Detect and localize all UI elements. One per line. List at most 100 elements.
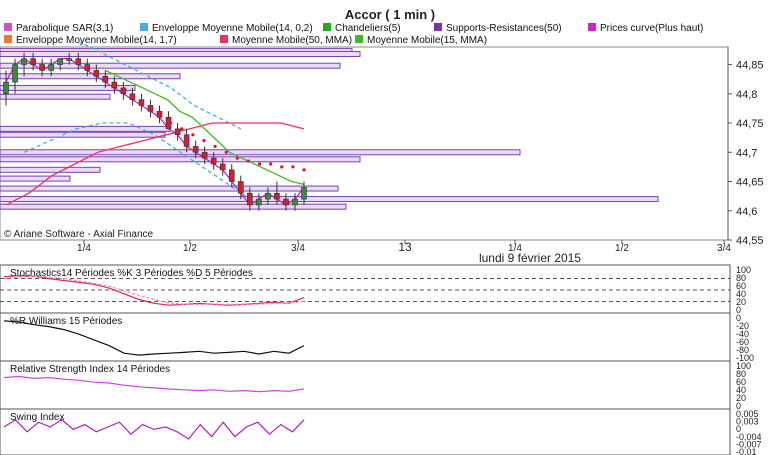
legend-swatch [220, 35, 228, 43]
x-axis-label: 1/2 [615, 243, 629, 254]
panel-axis-label: -100 [736, 353, 754, 363]
panel-label: Relative Strength Index 14 Périodes [10, 364, 170, 375]
sar-dot [202, 138, 206, 143]
candle-body [247, 192, 253, 206]
panel-axis-label: 60 [736, 377, 746, 387]
panel-axis-label: 40 [736, 385, 746, 395]
panel-axis-label: 0,005 [736, 409, 759, 419]
panel-label: %R Williams 15 Périodes [10, 316, 122, 327]
legend-label: Moyenne Mobile(50, MMA) [232, 35, 352, 46]
x-axis-label: 1/4 [508, 243, 522, 254]
ma15-line [105, 69, 305, 186]
candle-body [12, 64, 18, 83]
legend-label: Enveloppe Moyenne Mobile(14, 0,2) [152, 23, 313, 34]
price-axis-label: 44,55 [736, 235, 764, 247]
x-axis-label: 3/4 [291, 243, 305, 254]
candle-body [174, 128, 181, 136]
legend-swatch [4, 23, 12, 31]
support-resistance-bar [0, 131, 166, 138]
panel-frame [0, 408, 731, 455]
swing-index-line [3, 419, 305, 440]
chart-legend: Parabolique SAR(3,1) Enveloppe Moyenne Mo… [4, 23, 703, 46]
candle-body [21, 58, 27, 65]
price-axis-label: 44,8 [736, 89, 757, 101]
sar-dot [235, 156, 239, 160]
panel-axis-label: 80 [736, 273, 746, 283]
panel-axis-label: 40 [736, 289, 746, 299]
support-resistance-bar [0, 203, 347, 210]
candle-body [138, 99, 145, 106]
candle-body [75, 58, 82, 65]
date-label: lundi 9 février 2015 [479, 251, 581, 265]
support-resistance-bar [0, 73, 181, 80]
candle-body [292, 198, 298, 206]
stoch-k-line [3, 274, 305, 306]
panel-williams: %R Williams 15 Périodes 0-20-40-60-80-100 [0, 312, 754, 363]
ma50-line [5, 122, 305, 206]
legend-label: Chandeliers(5) [335, 23, 401, 34]
panel-axis-label: -40 [736, 329, 749, 339]
candle-body [57, 58, 63, 65]
candle-body [210, 157, 217, 165]
x-axis-label: 13 [398, 240, 412, 254]
panel-axis-label: 0 [736, 305, 741, 315]
candle-body [301, 187, 307, 200]
support-resistance-bar [0, 84, 136, 91]
x-axis-label: 1/4 [77, 243, 91, 254]
sar-dot [191, 133, 195, 137]
main-price-panel: 44,85 44,8 44,75 44,7 44,65 44,6 44,55 [0, 40, 764, 247]
support-resistance-bar [0, 196, 659, 203]
legend-swatch [4, 35, 12, 43]
candle-body [147, 105, 154, 112]
candle-body [120, 87, 127, 95]
indicator-panels: Stochastics14 Périodes %K 3 Périodes %D … [0, 264, 762, 455]
x-axis-label: 3/4 [717, 243, 731, 254]
x-axis-label: 1/2 [183, 243, 197, 254]
panel-axis-label: -0,004 [736, 432, 762, 442]
support-resistance-bar [0, 51, 361, 58]
panel-axis-label: 0 [736, 424, 741, 434]
panel-axis-label: -60 [736, 337, 749, 347]
candle-body [84, 64, 91, 71]
panel-rsi: Relative Strength Index 14 Périodes 10080… [0, 360, 751, 411]
sar-dot [224, 150, 228, 154]
chart-title: Accor ( 1 min ) [345, 7, 435, 22]
candle-body [228, 169, 235, 182]
price-axis-label: 44,85 [736, 60, 764, 72]
support-resistance-bar [0, 156, 361, 163]
sar-dot [269, 162, 273, 166]
price-axis-label: 44,6 [736, 206, 757, 218]
panel-axis-label: 100 [736, 265, 751, 275]
candle-body [66, 58, 73, 61]
legend-swatch [434, 23, 442, 31]
envelope-lower-line [23, 122, 260, 206]
sar-dot [291, 165, 295, 169]
candle-body [3, 81, 9, 95]
candle-body [192, 146, 199, 153]
sar-dot [213, 144, 217, 149]
williams-line [3, 320, 305, 356]
price-curve-line [5, 57, 305, 206]
panel-axis-label: 100 [736, 361, 751, 371]
sar-dot [257, 162, 262, 166]
copyright-text: © Ariane Software - Axial Finance [4, 229, 154, 240]
legend-label: Prices curve(Plus haut) [600, 23, 703, 34]
panel-axis-label: 0 [736, 401, 741, 411]
sar-dot [180, 127, 184, 131]
price-axis-label: 44,65 [736, 177, 764, 189]
panel-axis-label: 0 [736, 313, 741, 323]
panel-label: Stochastics14 Périodes %K 3 Périodes %D … [10, 268, 253, 279]
panel-frame [0, 312, 731, 362]
candle-body [237, 181, 244, 194]
legend-label: Supports-Resistances(50) [446, 23, 562, 34]
x-axis-ticks: 1/4 1/2 3/4 13 1/4 1/2 3/4 [77, 240, 731, 254]
support-resistance-bar [0, 166, 101, 173]
legend-label: Parabolique SAR(3,1) [16, 23, 113, 34]
candle-body [219, 163, 226, 171]
candle-body [39, 64, 45, 71]
candle-body [256, 198, 262, 206]
panel-axis-label: 60 [736, 281, 746, 291]
legend-label: Moyenne Mobile(15, MMA) [367, 35, 487, 46]
